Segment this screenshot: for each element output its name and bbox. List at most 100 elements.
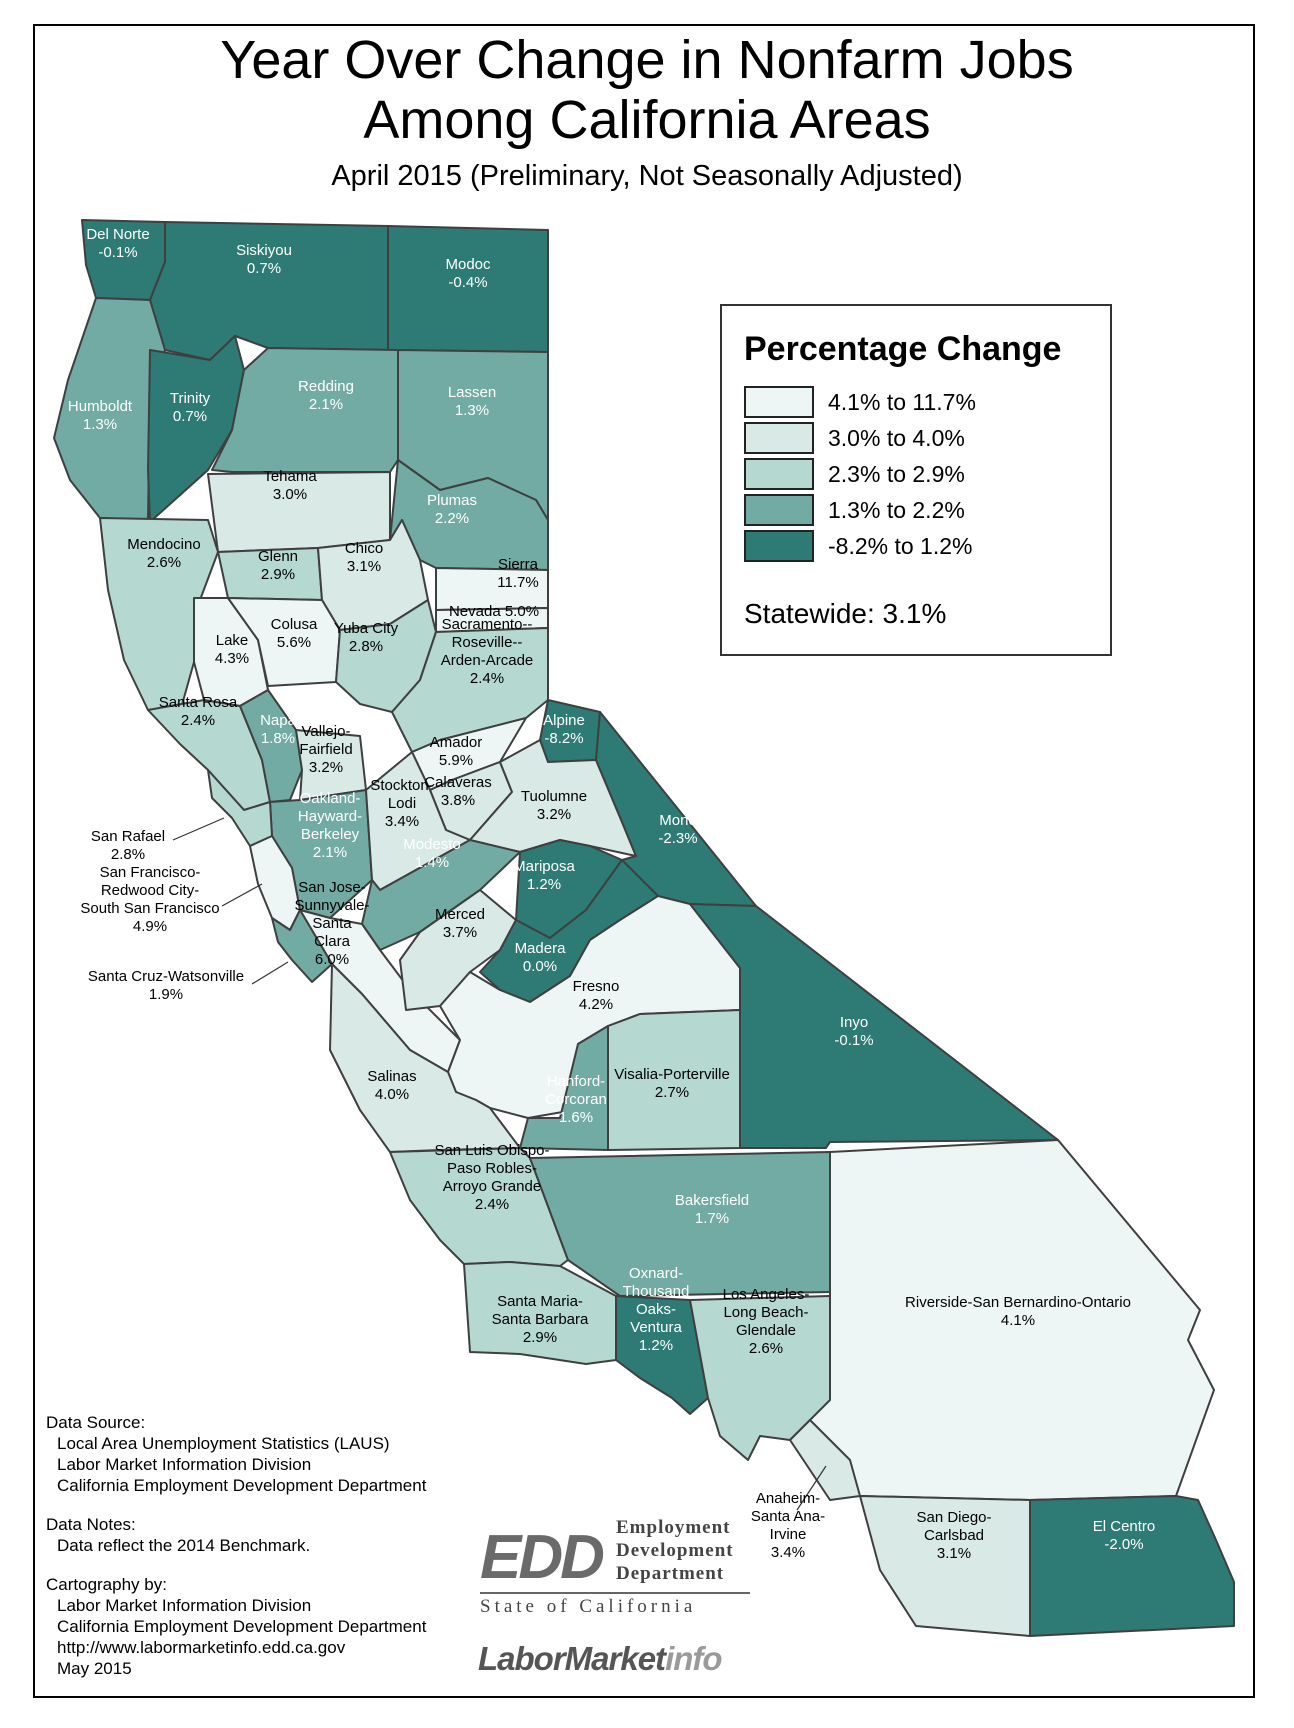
lmi-part1: LaborMarket xyxy=(478,1640,666,1677)
region-label-el-centro: El Centro xyxy=(1093,1518,1156,1535)
region-value-lake: 4.3% xyxy=(215,650,249,667)
region-visalia[interactable] xyxy=(607,1009,741,1151)
cartography-heading: Cartography by: xyxy=(46,1575,167,1594)
region-label-colusa: Colusa xyxy=(271,616,318,633)
map-title: Year Over Change in Nonfarm Jobs Among C… xyxy=(0,30,1294,150)
region-label-stockton: Lodi xyxy=(388,795,416,812)
region-value-del-norte: -0.1% xyxy=(98,244,137,261)
region-value-oxnard: 1.2% xyxy=(639,1337,673,1354)
region-label-del-norte: Del Norte xyxy=(86,226,149,243)
region-label-inyo: Inyo xyxy=(840,1014,868,1031)
region-label-san-rafael: San Rafael xyxy=(91,828,165,845)
region-label-madera: Madera xyxy=(515,940,567,957)
region-label-oxnard: Oxnard- xyxy=(629,1265,683,1282)
region-value-stockton: 3.4% xyxy=(385,813,419,830)
source-line: Labor Market Information Division xyxy=(57,1455,312,1474)
legend-title: Percentage Change xyxy=(744,330,1062,368)
region-label-humboldt: Humboldt xyxy=(68,398,133,415)
region-label-amador: Amador xyxy=(430,734,483,751)
legend-item: -8.2% to 1.2% xyxy=(744,530,1094,564)
region-value-bakersfield: 1.7% xyxy=(695,1210,729,1227)
region-value-humboldt: 1.3% xyxy=(83,416,117,433)
cartography-line: California Employment Development Depart… xyxy=(57,1617,427,1636)
region-label-san-francisco: Redwood City- xyxy=(101,882,199,899)
region-label-anaheim: Irvine xyxy=(770,1526,807,1543)
region-value-plumas: 2.2% xyxy=(435,510,469,527)
region-label-vallejo: Fairfield xyxy=(299,741,352,758)
region-napa[interactable] xyxy=(239,689,303,803)
legend-label: 4.1% to 11.7% xyxy=(828,389,976,415)
region-value-trinity: 0.7% xyxy=(173,408,207,425)
region-inyo[interactable] xyxy=(689,903,1059,1149)
region-label-plumas: Plumas xyxy=(427,492,477,509)
legend-swatch xyxy=(744,530,814,562)
notes-line: Data reflect the 2014 Benchmark. xyxy=(57,1536,311,1555)
region-label-stockton: Stockton- xyxy=(370,777,433,794)
edd-words: Employment Development Department xyxy=(616,1516,734,1585)
region-label-fresno: Fresno xyxy=(573,978,620,995)
region-label-oxnard: Thousand xyxy=(623,1283,690,1300)
region-san-diego[interactable] xyxy=(859,1495,1031,1637)
region-label-san-diego: San Diego- xyxy=(916,1509,991,1526)
region-label-anaheim: Santa Ana- xyxy=(751,1508,825,1525)
region-label-glenn: Glenn xyxy=(258,548,298,565)
region-label-alpine: Alpine xyxy=(543,712,585,729)
legend-label: -8.2% to 1.2% xyxy=(828,533,973,559)
region-label-santa-maria: Santa Maria- xyxy=(497,1293,583,1310)
region-value-sacramento: 2.4% xyxy=(470,670,504,687)
region-el-centro[interactable] xyxy=(1029,1495,1235,1637)
region-label-lassen: Lassen xyxy=(448,384,496,401)
statewide-value: Statewide: 3.1% xyxy=(744,598,947,629)
region-label-san-francisco: South San Francisco xyxy=(80,900,219,917)
region-mendocino[interactable] xyxy=(99,517,219,713)
region-label-chico: Chico xyxy=(345,540,383,557)
region-label-slo: San Luis Obispo- xyxy=(434,1142,549,1159)
legend-label: 2.3% to 2.9% xyxy=(828,461,965,487)
region-label-calaveras: Calaveras xyxy=(424,774,492,791)
region-label-bakersfield: Bakersfield xyxy=(675,1192,749,1209)
lmi-part2: info xyxy=(665,1640,722,1677)
map-subtitle: April 2015 (Preliminary, Not Seasonally … xyxy=(331,160,963,192)
region-label-santa-rosa: Santa Rosa xyxy=(159,694,238,711)
region-value-chico: 3.1% xyxy=(347,558,381,575)
website-link[interactable]: http://www.labormarketinfo.edd.ca.gov xyxy=(57,1638,346,1657)
region-value-mendocino: 2.6% xyxy=(147,554,181,571)
edd-state: State of California xyxy=(480,1592,750,1618)
region-tuolumne[interactable] xyxy=(469,739,637,857)
legend-swatch xyxy=(744,422,814,454)
legend-label: 3.0% to 4.0% xyxy=(828,425,965,451)
region-santa-cruz[interactable] xyxy=(271,909,333,983)
region-value-glenn: 2.9% xyxy=(261,566,295,583)
region-label-oakland: Berkeley xyxy=(301,826,360,843)
region-anaheim[interactable] xyxy=(789,1419,861,1501)
region-label-lake: Lake xyxy=(216,632,249,649)
region-value-san-diego: 3.1% xyxy=(937,1545,971,1562)
region-value-san-jose: 6.0% xyxy=(315,951,349,968)
region-value-santa-rosa: 2.4% xyxy=(181,712,215,729)
region-label-oakland: Hayward- xyxy=(298,808,362,825)
region-value-napa: 1.8% xyxy=(261,730,295,747)
leader-santa-cruz xyxy=(251,961,289,985)
region-value-madera: 0.0% xyxy=(523,958,557,975)
region-label-slo: Arroyo Grande xyxy=(443,1178,541,1195)
edd-word: Employment xyxy=(616,1517,731,1538)
region-bakersfield[interactable] xyxy=(529,1151,831,1297)
region-value-siskiyou: 0.7% xyxy=(247,260,281,277)
region-label-visalia: Visalia-Porterville xyxy=(614,1066,730,1083)
legend-label: 1.3% to 2.2% xyxy=(828,497,965,523)
region-label-slo: Paso Robles- xyxy=(447,1160,537,1177)
edd-logo: EDD Employment Development Department St… xyxy=(480,1516,750,1618)
region-label-siskiyou: Siskiyou xyxy=(236,242,292,259)
region-label-redding: Redding xyxy=(298,378,354,395)
region-value-el-centro: -2.0% xyxy=(1104,1536,1143,1553)
region-value-lassen: 1.3% xyxy=(455,402,489,419)
region-label-san-diego: Carlsbad xyxy=(924,1527,984,1544)
region-label-sierra: Sierra xyxy=(498,556,539,573)
region-value-amador: 5.9% xyxy=(439,752,473,769)
region-salinas[interactable] xyxy=(329,963,521,1153)
region-value-merced: 3.7% xyxy=(443,924,477,941)
source-line: Local Area Unemployment Statistics (LAUS… xyxy=(57,1434,390,1453)
region-label-hanford: Hanford- xyxy=(547,1073,605,1090)
region-los-angeles[interactable] xyxy=(689,1295,831,1461)
region-value-inyo: -0.1% xyxy=(834,1032,873,1049)
